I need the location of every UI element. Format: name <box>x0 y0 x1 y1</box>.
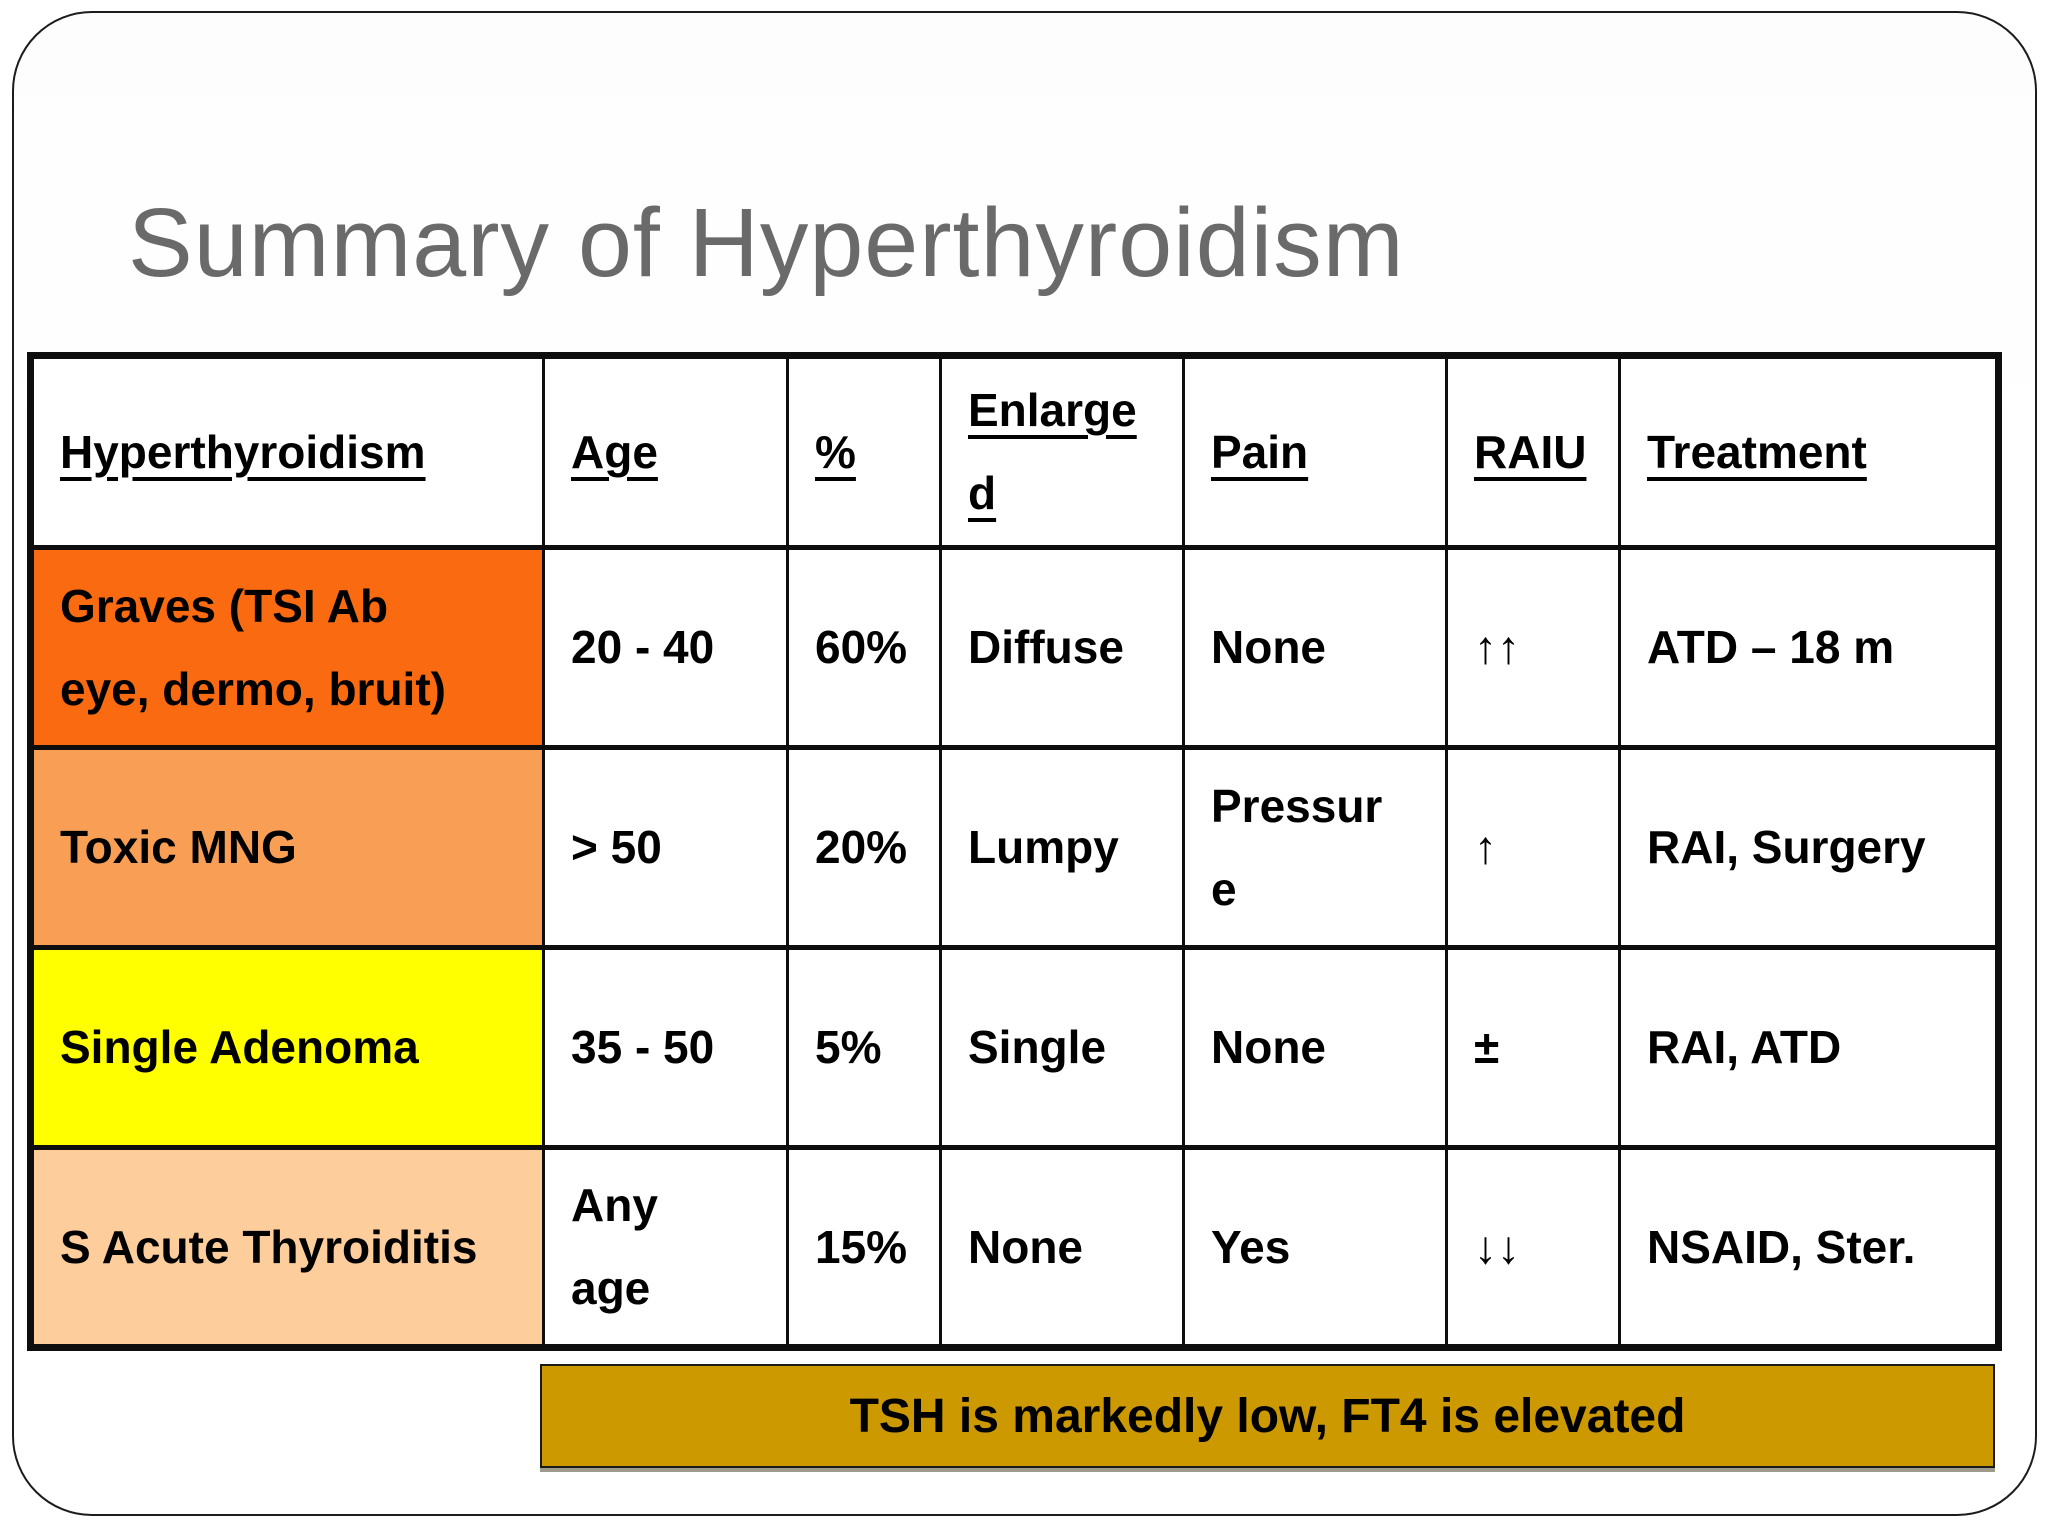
s-acute-treatment-cell: NSAID, Ster. <box>1618 1145 2000 1350</box>
single-adenoma-raiu-plus-minus: ± <box>1445 945 1621 1150</box>
graves-pain-cell: None <box>1182 545 1448 750</box>
toxic-mng-pain-cell: Pressur e <box>1182 745 1448 950</box>
header-cell-pain: Pain <box>1182 353 1448 550</box>
header-cell-hyperthyroidism: Hyperthyroidism <box>29 353 545 550</box>
graves-enlarged-cell: Diffuse <box>939 545 1185 750</box>
header-cell-enlarged: Enlarge d <box>939 353 1185 550</box>
graves-condition-cell: Graves (TSI Ab eye, dermo, bruit) <box>29 545 545 750</box>
graves-age-cell: 20 - 40 <box>542 545 789 750</box>
single-adenoma-age-cell: 35 - 50 <box>542 945 789 1150</box>
table-header-row: Hyperthyroidism Age % Enlarge d Pain RAI… <box>29 353 2000 550</box>
single-adenoma-treatment-cell: RAI, ATD <box>1618 945 2000 1150</box>
tsh-note-banner: TSH is markedly low, FT4 is elevated <box>540 1364 1995 1468</box>
s-acute-raiu-down-down-arrows: ↓↓ <box>1445 1145 1621 1350</box>
table-row-graves: Graves (TSI Ab eye, dermo, bruit) 20 - 4… <box>29 545 2000 750</box>
s-acute-percent-cell: 15% <box>786 1145 942 1350</box>
single-adenoma-pain-cell: None <box>1182 945 1448 1150</box>
s-acute-condition-cell: S Acute Thyroiditis <box>29 1145 545 1350</box>
graves-treatment-cell: ATD – 18 m <box>1618 545 2000 750</box>
graves-raiu-up-up-arrows: ↑↑ <box>1445 545 1621 750</box>
toxic-mng-raiu-up-arrow: ↑ <box>1445 745 1621 950</box>
s-acute-pain-cell: Yes <box>1182 1145 1448 1350</box>
graves-percent-cell: 60% <box>786 545 942 750</box>
header-cell-raiu: RAIU <box>1445 353 1621 550</box>
s-acute-enlarged-cell: None <box>939 1145 1185 1350</box>
single-adenoma-enlarged-cell: Single <box>939 945 1185 1150</box>
table-row-toxic-mng: Toxic MNG > 50 20% Lumpy Pressur e ↑ RAI… <box>29 745 2000 950</box>
toxic-mng-age-cell: > 50 <box>542 745 789 950</box>
table-row-s-acute-thyroiditis: S Acute Thyroiditis Any age 15% None Yes… <box>29 1145 2000 1350</box>
toxic-mng-percent-cell: 20% <box>786 745 942 950</box>
slide-title: Summary of Hyperthyroidism <box>128 187 1405 297</box>
hyperthyroidism-summary-table: Hyperthyroidism Age % Enlarge d Pain RAI… <box>27 352 2002 1351</box>
header-cell-age: Age <box>542 353 789 550</box>
tsh-note-text: TSH is markedly low, FT4 is elevated <box>849 1389 1686 1443</box>
single-adenoma-condition-cell: Single Adenoma <box>29 945 545 1150</box>
header-cell-percent: % <box>786 353 942 550</box>
single-adenoma-percent-cell: 5% <box>786 945 942 1150</box>
toxic-mng-enlarged-cell: Lumpy <box>939 745 1185 950</box>
toxic-mng-condition-cell: Toxic MNG <box>29 745 545 950</box>
header-cell-treatment: Treatment <box>1618 353 2000 550</box>
table-row-single-adenoma: Single Adenoma 35 - 50 5% Single None ± … <box>29 945 2000 1150</box>
s-acute-age-cell: Any age <box>542 1145 789 1350</box>
toxic-mng-treatment-cell: RAI, Surgery <box>1618 745 2000 950</box>
